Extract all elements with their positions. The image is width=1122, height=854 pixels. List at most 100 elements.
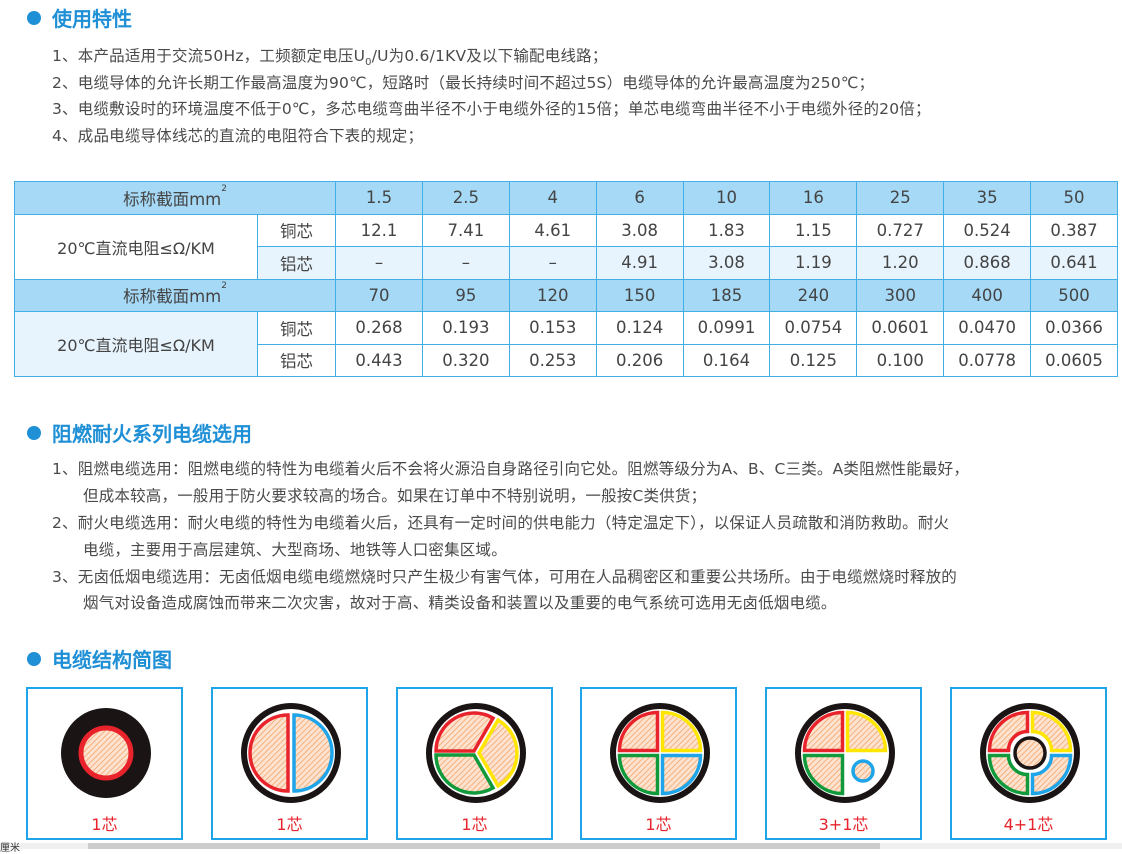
diagram-caption: 1芯 [461, 815, 488, 834]
aluminum-row: 铝芯 – – –4.91 3.08 1.19 1.20 0.868 0.641 [15, 246, 1118, 280]
conductor-core [1030, 710, 1073, 753]
fire-line-5: 3、无卤低烟电缆选用：无卤低烟电缆电缆燃烧时只产生极少有害气体，可用在人品稠密区… [52, 568, 957, 586]
copper-cell: 0.124 [595, 311, 684, 345]
aluminum-cell: – [421, 246, 510, 280]
copper-cell: 0.0601 [856, 311, 945, 345]
diagram-caption: 1芯 [645, 815, 672, 834]
copper-cell: 0.524 [943, 213, 1032, 247]
aluminum-label: 铝芯 [256, 343, 337, 377]
conductor-core [1030, 753, 1073, 796]
conductor-core [292, 713, 334, 793]
bullet-icon [27, 10, 41, 25]
heading-text: 使用特性 [52, 7, 132, 31]
aluminum-cell: 0.443 [335, 343, 423, 377]
size-cell: 25 [856, 181, 945, 215]
conductor-core [802, 753, 845, 796]
resistance-table: 标称截面mm2 1.5 2.5 4 6 10 16 25 35 50 20℃直流电阻≤Ω/KM 铜芯 1… [13, 181, 1118, 377]
diagram-caption: 4+1芯 [1003, 815, 1054, 834]
outer-sheath [980, 703, 1080, 803]
conductor-core [987, 753, 1030, 796]
size-cell: 2.5 [421, 181, 510, 215]
size-cell: 240 [769, 278, 858, 312]
aluminum-cell: – [335, 246, 423, 280]
aluminum-cell: 0.0605 [1030, 343, 1118, 377]
aluminum-cell: 0.868 [943, 246, 1032, 280]
heading-text: 阻燃耐火系列电缆选用 [52, 422, 252, 446]
neutral-core [851, 759, 875, 783]
size-cell: 16 [769, 181, 858, 215]
bullet-icon [27, 425, 41, 440]
conductor-core [802, 710, 845, 753]
conductor-core [78, 725, 134, 781]
conductor-core [617, 710, 660, 753]
fire-line-1: 1、阻燃电缆选用：阻燃电缆的特性为电缆着火后不会将火源沿自身路径引向它处。阻燃等… [52, 460, 970, 478]
copper-cell: 0.387 [1030, 213, 1118, 247]
copper-cell: 0.153 [508, 311, 597, 345]
unit-label: 厘米 [0, 843, 20, 854]
cable-diagram-two: 1芯 [211, 687, 368, 840]
size-header-label: 标称截面mm2 [13, 181, 337, 215]
cable-cross-section [610, 703, 710, 803]
size-cell: 150 [595, 278, 684, 312]
conductor-core [987, 710, 1030, 753]
conductor-core [845, 710, 888, 753]
usage-item-3: 3、电缆敷设时的环境温度不低于0℃，多芯电缆弯曲半径不小于电缆外径的15倍；单芯… [52, 100, 931, 118]
horizontal-scrollbar[interactable] [88, 843, 880, 849]
diagram-caption: 3+1芯 [818, 815, 869, 834]
diagram-caption: 1芯 [276, 815, 303, 834]
conductor-core [434, 753, 496, 795]
fire-line-6: 烟气对设备造成腐蚀而带来二次灾害，故对于高、精类设备和装置以及重要的电气系统可选… [83, 594, 837, 612]
usage-item-1: 1、本产品适用于交流50Hz，工频额定电压U0/U为0.6/1KV及以下输配电线… [52, 47, 608, 69]
aluminum-cell: 0.206 [595, 343, 684, 377]
copper-cell: 1.15 [769, 213, 858, 247]
cable-diagram-four: 1芯 [580, 687, 737, 840]
resistance-label: 20℃直流电阻≤Ω/KM [14, 311, 258, 377]
aluminum-label: 铝芯 [256, 246, 337, 280]
size-cell: 185 [682, 278, 771, 312]
size-header-row: 标称截面mm2 70 95 120 150 185 240 300 400 500 [13, 278, 1118, 312]
cable-cross-section [795, 703, 895, 803]
aluminum-cell: 1.20 [856, 246, 945, 280]
size-cell: 300 [856, 278, 945, 312]
conductor-core [660, 753, 703, 796]
outer-sheath [426, 703, 526, 803]
status-bar: 厘米 [0, 843, 1122, 854]
section-heading-fire: 阻燃耐火系列电缆选用 [27, 418, 252, 447]
usage-item-2: 2、电缆导体的允许长期工作最高温度为90℃，短路时（最长持续时间不超过5S）电缆… [52, 74, 875, 92]
center-core [1013, 736, 1047, 770]
size-cell: 10 [682, 181, 771, 215]
cable-cross-section [980, 703, 1080, 803]
copper-cell: 0.193 [421, 311, 510, 345]
aluminum-cell: 1.19 [769, 246, 858, 280]
cable-cross-section [61, 708, 151, 798]
usage-item-4: 4、成品电缆导体线芯的直流的电阻符合下表的规定； [52, 127, 424, 145]
bullet-icon [27, 651, 41, 666]
section-heading-structure: 电缆结构简图 [27, 644, 172, 673]
fire-line-2: 但成本较高，一般用于防火要求较高的场合。如果在订单中不特别说明，一般按C类供货； [83, 487, 707, 505]
aluminum-cell: 0.125 [769, 343, 858, 377]
aluminum-cell: 0.164 [682, 343, 771, 377]
cable-diagram-single: 1芯 [26, 687, 183, 840]
aluminum-cell: 3.08 [682, 246, 771, 280]
size-cell: 95 [421, 278, 510, 312]
size-header-label: 标称截面mm2 [13, 278, 337, 312]
size-cell: 500 [1030, 278, 1118, 312]
cable-diagram-four-plus-one: 4+1芯 [950, 687, 1107, 840]
fire-line-4: 电缆，主要用于高层建筑、大型商场、地铁等人口密集区域。 [83, 541, 507, 559]
copper-label: 铜芯 [256, 311, 337, 345]
size-cell: 35 [943, 181, 1032, 215]
size-cell: 70 [335, 278, 423, 312]
copper-row: 20℃直流电阻≤Ω/KM 铜芯 0.268 0.193 0.153 0.124 0.0991… [14, 311, 1118, 377]
copper-cell: 0.268 [335, 311, 423, 345]
aluminum-cell: 0.253 [508, 343, 597, 377]
copper-cell: 0.0991 [682, 311, 771, 345]
cable-diagram-three: 1芯 [396, 687, 553, 840]
aluminum-cell: 0.641 [1030, 246, 1118, 280]
copper-cell: 0.0470 [943, 311, 1032, 345]
cable-cross-section [241, 703, 341, 803]
heading-text: 电缆结构简图 [52, 648, 172, 672]
conductor-core [660, 710, 703, 753]
aluminum-cell: 0.100 [856, 343, 945, 377]
copper-cell: 4.61 [508, 213, 597, 247]
size-cell: 50 [1030, 181, 1118, 215]
